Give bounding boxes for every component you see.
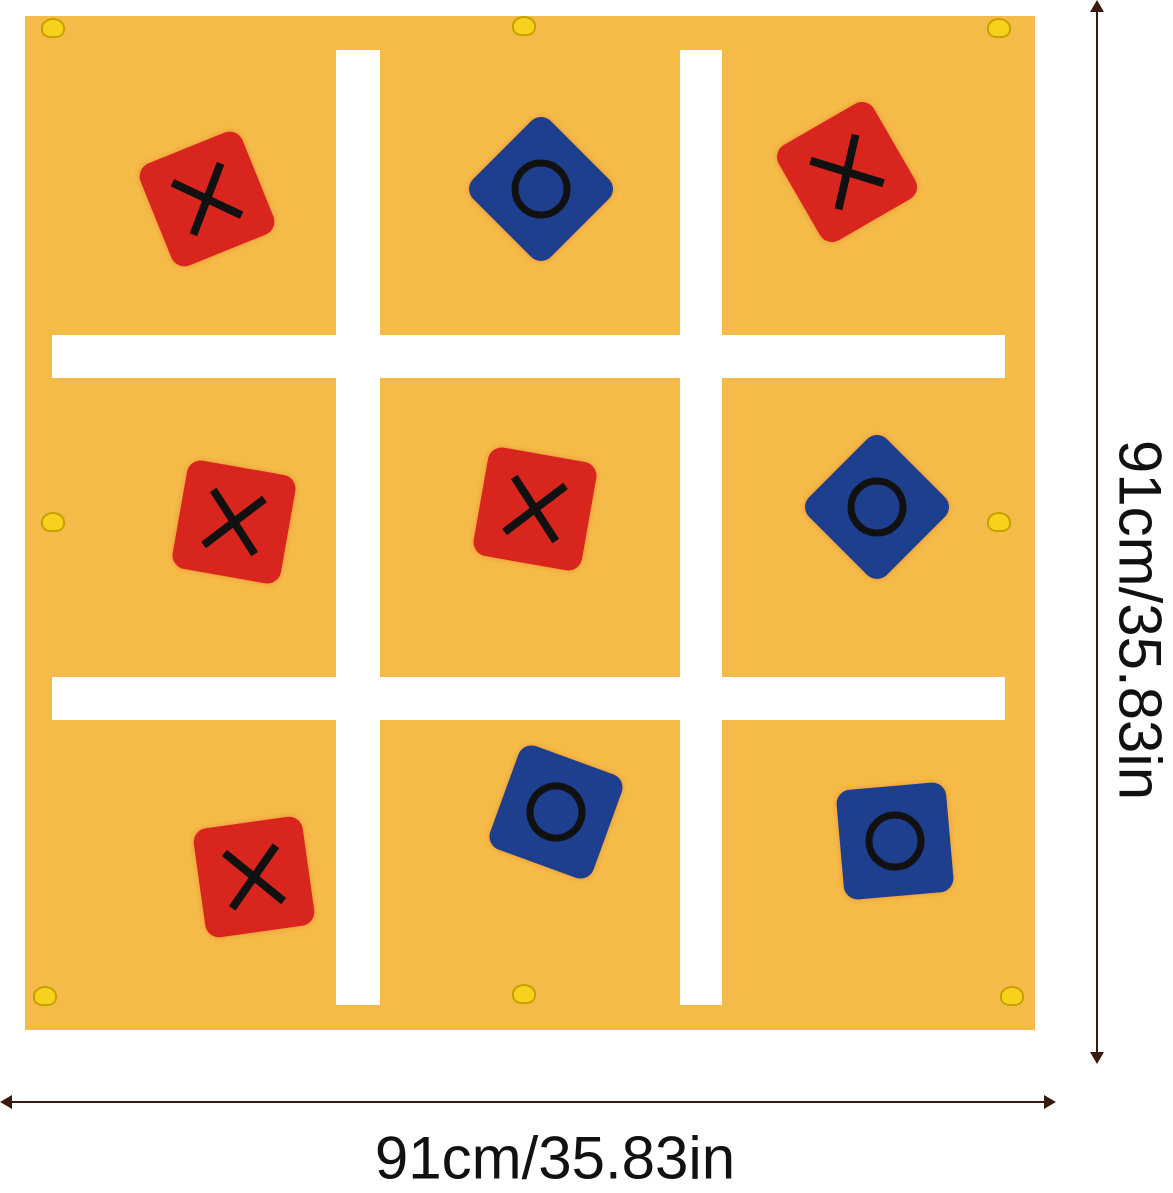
hook-icon bbox=[1000, 986, 1024, 1006]
height-arrow bbox=[1096, 8, 1098, 1060]
grid-line-vertical-1 bbox=[336, 50, 380, 1005]
x-symbol-icon bbox=[489, 463, 582, 556]
x-symbol-icon bbox=[155, 147, 259, 251]
width-arrow bbox=[8, 1101, 1048, 1103]
grid-line-vertical-2 bbox=[680, 50, 722, 1005]
width-arrow-head bbox=[0, 1095, 12, 1109]
height-arrow-head bbox=[1090, 0, 1104, 12]
hook-icon bbox=[512, 16, 536, 36]
beanbag-x[interactable] bbox=[170, 458, 297, 585]
width-label: 91cm/35.83in bbox=[375, 1124, 735, 1193]
o-symbol-icon bbox=[837, 467, 917, 547]
beanbag-o[interactable] bbox=[835, 781, 954, 900]
x-symbol-icon bbox=[188, 476, 281, 569]
beanbag-x[interactable] bbox=[192, 815, 316, 939]
o-symbol-icon bbox=[501, 149, 581, 229]
height-arrow-head bbox=[1090, 1052, 1104, 1064]
hook-icon bbox=[987, 512, 1011, 532]
grid-line-horizontal-1 bbox=[52, 335, 1005, 378]
grid-line-horizontal-2 bbox=[52, 677, 1005, 720]
x-symbol-icon bbox=[792, 117, 901, 226]
hook-icon bbox=[987, 18, 1011, 38]
hook-icon bbox=[33, 986, 57, 1006]
x-symbol-icon bbox=[209, 832, 299, 922]
width-arrow-head bbox=[1044, 1095, 1056, 1109]
beanbag-x[interactable] bbox=[471, 445, 598, 572]
hook-icon bbox=[512, 984, 536, 1004]
o-symbol-icon bbox=[852, 798, 939, 885]
o-symbol-icon bbox=[505, 761, 608, 864]
height-label: 91cm/35.83in bbox=[1106, 440, 1173, 800]
hook-icon bbox=[41, 18, 65, 38]
hook-icon bbox=[41, 512, 65, 532]
